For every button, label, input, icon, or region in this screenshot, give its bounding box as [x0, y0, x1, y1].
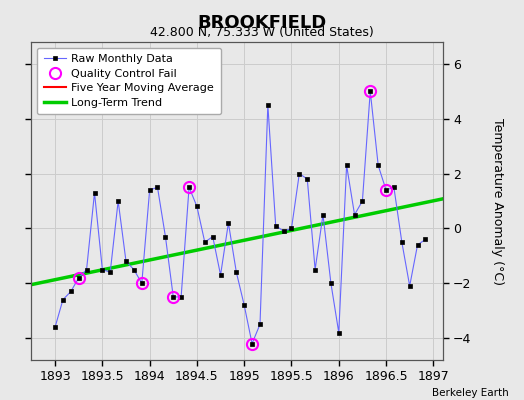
Raw Monthly Data: [75, 275, 82, 280]
Quality Control Fail: [367, 89, 374, 94]
Raw Monthly Data: [210, 234, 216, 239]
Raw Monthly Data: [272, 223, 279, 228]
Legend: Raw Monthly Data, Quality Control Fail, Five Year Moving Average, Long-Term Tren: Raw Monthly Data, Quality Control Fail, …: [37, 48, 221, 114]
Raw Monthly Data: [194, 204, 200, 209]
Raw Monthly Data: [328, 281, 334, 286]
Raw Monthly Data: [241, 303, 247, 308]
Raw Monthly Data: [257, 322, 263, 327]
Line: Raw Monthly Data: Raw Monthly Data: [53, 90, 427, 345]
Raw Monthly Data: [162, 234, 169, 239]
Raw Monthly Data: [155, 185, 161, 190]
Text: Berkeley Earth: Berkeley Earth: [432, 388, 508, 398]
Text: 42.800 N, 75.333 W (United States): 42.800 N, 75.333 W (United States): [150, 26, 374, 39]
Raw Monthly Data: [399, 240, 405, 244]
Raw Monthly Data: [130, 267, 137, 272]
Raw Monthly Data: [91, 190, 97, 195]
Raw Monthly Data: [107, 270, 113, 275]
Raw Monthly Data: [202, 240, 208, 244]
Raw Monthly Data: [217, 273, 224, 278]
Y-axis label: Temperature Anomaly (°C): Temperature Anomaly (°C): [491, 118, 504, 284]
Raw Monthly Data: [186, 185, 192, 190]
Raw Monthly Data: [414, 242, 421, 247]
Quality Control Fail: [170, 294, 177, 299]
Quality Control Fail: [383, 188, 389, 192]
Line: Quality Control Fail: Quality Control Fail: [73, 86, 391, 349]
Text: BROOKFIELD: BROOKFIELD: [198, 14, 326, 32]
Raw Monthly Data: [359, 199, 366, 203]
Raw Monthly Data: [249, 341, 255, 346]
Raw Monthly Data: [83, 267, 90, 272]
Raw Monthly Data: [407, 284, 413, 288]
Raw Monthly Data: [225, 220, 232, 225]
Raw Monthly Data: [343, 163, 350, 168]
Raw Monthly Data: [304, 177, 310, 182]
Raw Monthly Data: [288, 226, 294, 231]
Raw Monthly Data: [52, 325, 58, 330]
Raw Monthly Data: [99, 267, 105, 272]
Raw Monthly Data: [280, 229, 287, 234]
Quality Control Fail: [75, 275, 82, 280]
Raw Monthly Data: [147, 188, 153, 192]
Raw Monthly Data: [296, 171, 302, 176]
Raw Monthly Data: [335, 330, 342, 335]
Raw Monthly Data: [367, 89, 374, 94]
Quality Control Fail: [139, 281, 145, 286]
Raw Monthly Data: [312, 267, 318, 272]
Raw Monthly Data: [233, 270, 239, 275]
Raw Monthly Data: [422, 237, 429, 242]
Raw Monthly Data: [115, 199, 121, 203]
Raw Monthly Data: [320, 212, 326, 217]
Quality Control Fail: [249, 341, 255, 346]
Raw Monthly Data: [60, 297, 66, 302]
Raw Monthly Data: [123, 259, 129, 264]
Raw Monthly Data: [265, 103, 271, 108]
Raw Monthly Data: [375, 163, 381, 168]
Raw Monthly Data: [178, 294, 184, 299]
Raw Monthly Data: [170, 294, 177, 299]
Raw Monthly Data: [139, 281, 145, 286]
Quality Control Fail: [186, 185, 192, 190]
Raw Monthly Data: [383, 188, 389, 192]
Raw Monthly Data: [352, 212, 358, 217]
Raw Monthly Data: [68, 289, 74, 294]
Raw Monthly Data: [391, 185, 397, 190]
